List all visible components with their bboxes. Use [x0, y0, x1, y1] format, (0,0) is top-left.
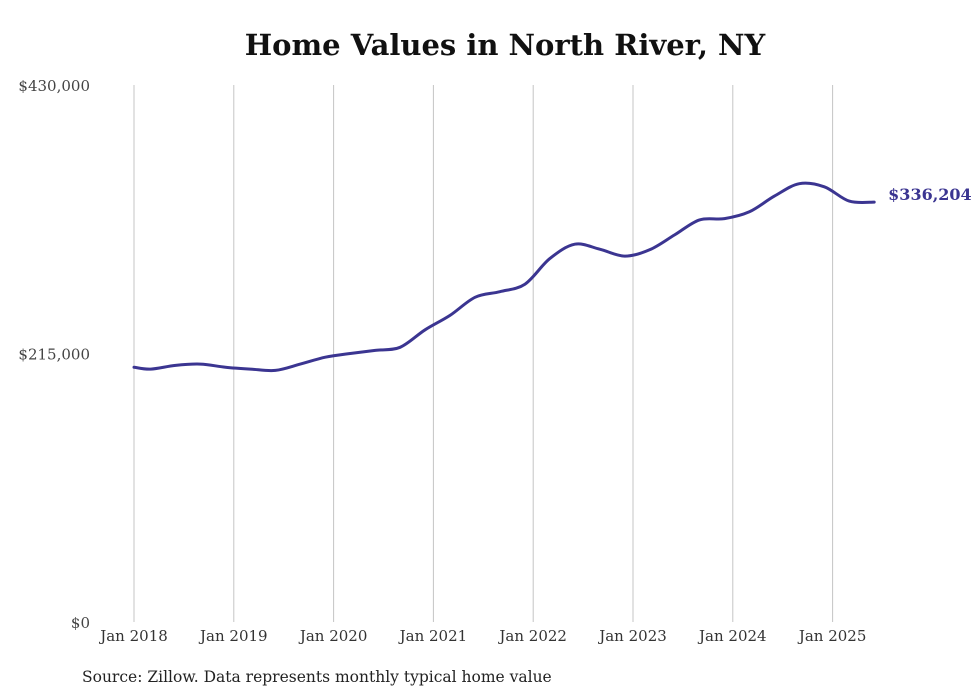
x-tick-label: Jan 2023: [597, 627, 667, 645]
x-tick-label: Jan 2024: [697, 627, 767, 645]
y-tick-label: $430,000: [18, 77, 90, 95]
x-tick-label: Jan 2022: [497, 627, 567, 645]
x-tick-label: Jan 2019: [198, 627, 268, 645]
x-tick-label: Jan 2025: [797, 627, 867, 645]
x-tick-label: Jan 2021: [398, 627, 468, 645]
x-tick-label: Jan 2018: [98, 627, 168, 645]
source-note: Source: Zillow. Data represents monthly …: [82, 668, 552, 686]
series-line: [132, 181, 876, 373]
y-tick-label: $215,000: [18, 346, 90, 364]
y-tick-label: $0: [71, 614, 90, 632]
chart-title: Home Values in North River, NY: [244, 28, 766, 62]
x-tick-label: Jan 2020: [298, 627, 368, 645]
end-value-label: $336,204: [888, 185, 972, 204]
